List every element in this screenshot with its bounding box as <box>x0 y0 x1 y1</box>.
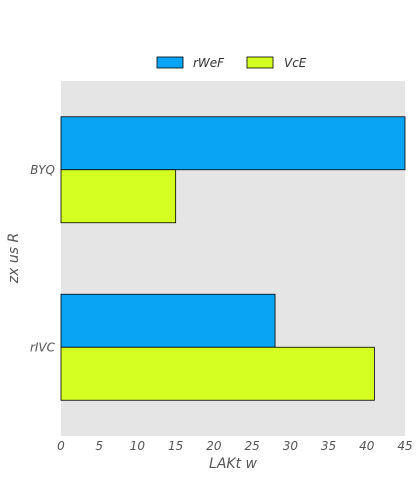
legend-label-vce: VcE <box>284 56 307 70</box>
category-label-byq: BYQ <box>30 163 55 177</box>
legend-swatch-rwef <box>156 56 184 69</box>
x-axis-label: LAKt w <box>209 456 257 472</box>
bar-rwef-byq <box>60 116 406 171</box>
y-axis-label: zx us R <box>6 233 22 284</box>
legend-swatch-vce <box>246 56 274 69</box>
x-tick-label: 5 <box>95 439 103 453</box>
x-tick-label: 15 <box>168 439 183 453</box>
category-labels: BYQ rIVC <box>30 163 56 355</box>
x-tick-label: 30 <box>283 439 299 453</box>
x-tick-label: 40 <box>359 439 375 453</box>
x-tick-label: 25 <box>244 439 259 453</box>
bar-rwef-rivc <box>60 293 276 348</box>
x-tick-label: 20 <box>206 439 222 453</box>
x-tick-label: 0 <box>57 439 65 453</box>
bar-vce-rivc <box>60 346 375 401</box>
bar-vce-byq <box>60 169 177 224</box>
x-tick-label: 45 <box>397 439 412 453</box>
x-tick-label: 10 <box>130 439 146 453</box>
category-label-rivc: rIVC <box>30 340 56 354</box>
x-ticks: 0 5 10 15 20 25 30 35 40 45 <box>57 439 412 453</box>
bars-layer <box>60 116 406 401</box>
x-tick-label: 35 <box>321 439 336 453</box>
legend: rWeF VcE <box>156 56 307 70</box>
legend-label-rwef: rWeF <box>193 56 225 70</box>
